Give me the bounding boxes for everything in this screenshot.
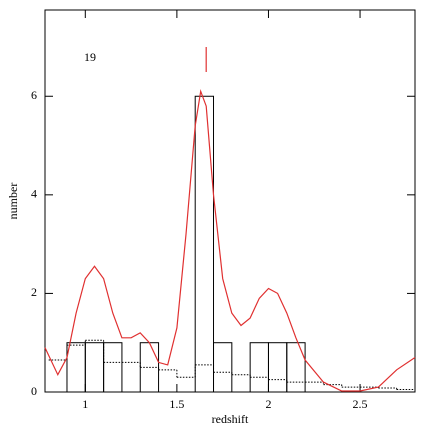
x-axis-label: redshift [212,412,249,426]
bar [267,342,288,393]
y-tick-label: 0 [31,384,37,398]
bar [66,342,86,393]
density-curve [44,88,416,392]
plot-frame [44,9,416,393]
y-axis-label: number [6,183,20,220]
y-tick-label: 6 [31,88,37,102]
bar [249,342,269,393]
bar [103,342,123,393]
y-tick-label: 2 [31,285,37,299]
x-tick-label: 2.5 [353,397,368,411]
bar [194,95,215,393]
y-tick-label: 4 [31,187,37,201]
bar [286,342,306,393]
bar [84,342,105,393]
x-tick-label: 2 [265,397,271,411]
annotation: 19 [84,50,96,64]
x-tick-label: 1.5 [169,397,184,411]
bar [213,342,233,393]
x-tick-label: 1 [82,397,88,411]
